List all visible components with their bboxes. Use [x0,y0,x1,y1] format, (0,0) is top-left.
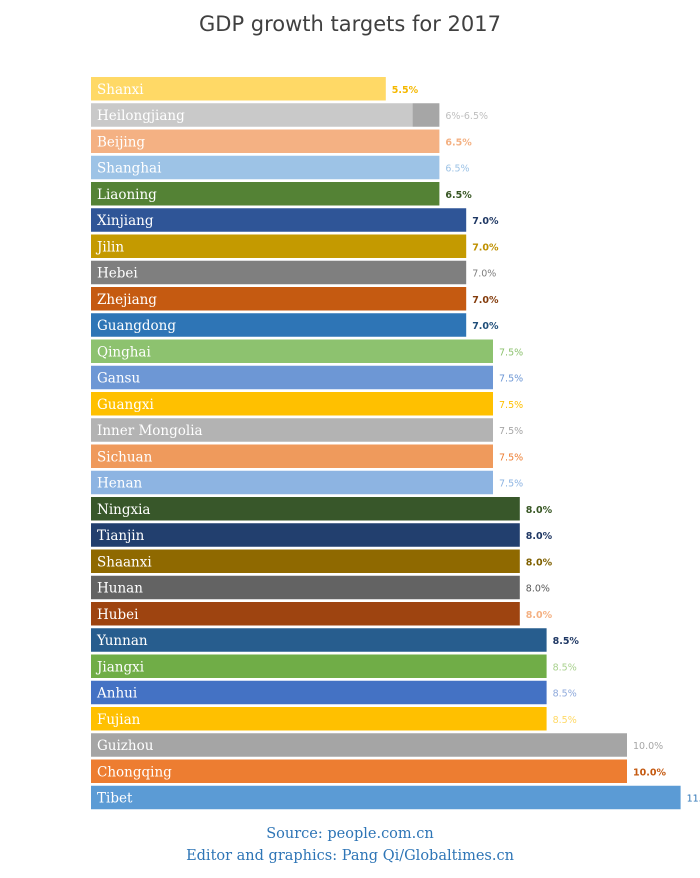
category-label-beijing: Beijing [97,134,145,150]
value-label-chongqing: 10.0% [633,767,666,778]
category-label-shanghai: Shanghai [97,161,162,177]
value-label-qinghai: 7.5% [499,347,523,358]
bar-heilongjiang [91,103,413,127]
category-label-guangxi: Guangxi [97,397,154,413]
bar-guizhou [91,733,627,757]
category-label-shaanxi: Shaanxi [97,554,152,570]
value-label-beijing: 6.5% [445,137,472,148]
bar-range-heilongjiang [412,103,440,127]
editor-credit: Editor and graphics: Pang Qi/Globaltimes… [186,848,514,864]
category-label-anhui: Anhui [96,686,138,702]
category-label-tibet: Tibet [97,791,133,807]
category-label-sichuan: Sichuan [97,449,153,465]
value-label-yunnan: 8.5% [553,636,580,647]
bar-jiangxi [91,654,547,678]
value-label-hubei: 8.0% [526,610,553,621]
bar-yunnan [91,628,547,652]
chart-title: GDP growth targets for 2017 [199,12,501,36]
value-label-guangxi: 7.5% [499,400,523,411]
bar-shaanxi [91,549,520,573]
source-credit: Source: people.com.cn [266,826,434,842]
category-label-jilin: Jilin [95,239,124,255]
category-label-tianjin: Tianjin [97,528,145,544]
bar-hunan [91,575,520,600]
bar-beijing [91,129,440,153]
bar-guangxi [91,392,493,416]
category-label-qinghai: Qinghai [97,344,151,360]
bar-tibet [91,785,681,810]
category-label-xinjiang: Xinjiang [97,213,154,229]
bar-liaoning [91,182,440,206]
value-label-sichuan: 7.5% [499,452,523,463]
category-label-hebei: Hebei [97,266,138,282]
bar-inner-mongolia [91,418,493,442]
bar-shanghai [91,155,440,180]
category-label-guizhou: Guizhou [97,738,154,754]
bar-guangdong [91,313,467,337]
category-label-ningxia: Ningxia [97,502,150,518]
category-label-gansu: Gansu [97,371,140,387]
bars-group: Shanxi 5.5% Heilongjiang 6%-6.5% Beijing 6.5%… [91,77,700,810]
value-label-heilongjiang: 6%-6.5% [445,111,488,122]
value-label-henan: 7.5% [499,479,523,490]
value-label-zhejiang: 7.0% [472,295,499,306]
value-label-shanxi: 5.5% [392,85,419,96]
category-label-guangdong: Guangdong [97,318,176,334]
value-label-fujian: 8.5% [553,715,577,726]
value-label-inner-mongolia: 7.5% [499,426,523,437]
bar-sichuan [91,444,493,468]
bar-ningxia [91,497,520,521]
value-label-hunan: 8.0% [526,584,550,595]
bar-anhui [91,680,547,705]
value-label-jilin: 7.0% [472,242,499,253]
bar-jilin [91,234,467,258]
category-label-zhejiang: Zhejiang [97,292,157,308]
bar-gansu [91,365,493,390]
bar-hubei [91,602,520,626]
bar-hebei [91,260,467,285]
bar-henan [91,470,493,495]
value-label-tibet: 11.0% [687,794,700,805]
value-label-xinjiang: 7.0% [472,216,499,227]
category-label-hubei: Hubei [97,607,139,623]
bar-qinghai [91,339,493,363]
value-label-anhui: 8.5% [553,689,577,700]
value-label-liaoning: 6.5% [445,190,472,201]
category-label-heilongjiang: Heilongjiang [97,108,185,124]
bar-tianjin [91,523,520,547]
category-label-inner-mongolia: Inner Mongolia [97,423,203,439]
value-label-shaanxi: 8.0% [526,557,553,568]
category-label-chongqing: Chongqing [97,764,172,780]
category-label-liaoning: Liaoning [97,187,157,203]
value-label-guangdong: 7.0% [472,321,499,332]
value-label-tianjin: 8.0% [526,531,553,542]
bar-fujian [91,707,547,731]
value-label-ningxia: 8.0% [526,505,553,516]
category-label-henan: Henan [97,476,143,492]
value-label-hebei: 7.0% [472,269,496,280]
bar-xinjiang [91,208,467,232]
value-label-guizhou: 10.0% [633,741,663,752]
value-label-shanghai: 6.5% [445,164,469,175]
category-label-yunnan: Yunnan [96,633,148,649]
bar-shanxi [91,77,386,101]
category-label-jiangxi: Jiangxi [95,659,145,675]
bar-zhejiang [91,287,467,311]
value-label-gansu: 7.5% [499,374,523,385]
category-label-hunan: Hunan [97,581,143,597]
category-label-fujian: Fujian [97,712,141,728]
value-label-jiangxi: 8.5% [553,662,577,673]
category-label-shanxi: Shanxi [97,82,144,98]
bar-chongqing [91,759,627,783]
